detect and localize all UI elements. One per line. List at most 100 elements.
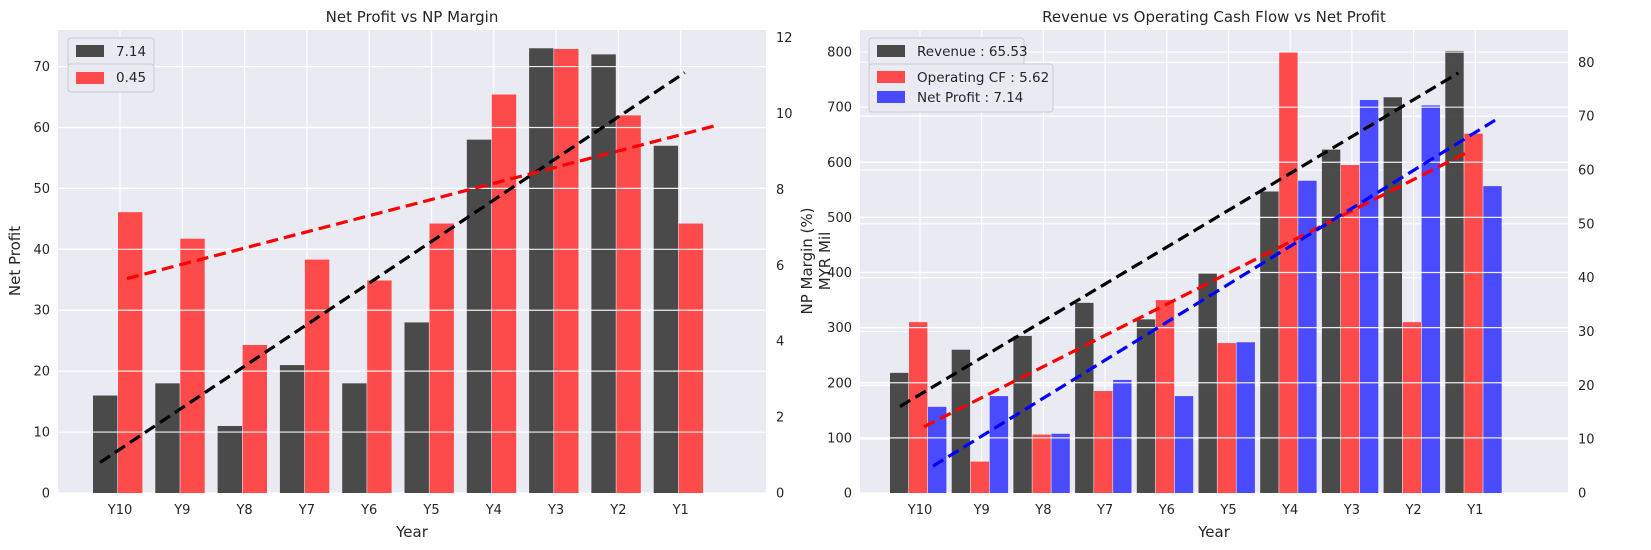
tick-labels: 0 100 200 300 400 500 600 700 800 0 10 20 30 40 50 60 70… [827, 46, 1594, 518]
y-tick-label: 400 [827, 266, 852, 281]
y-tick-label: 0 [844, 487, 852, 502]
y-right-tick-label: 0 [1578, 487, 1586, 502]
x-tick-label: Y5 [1219, 503, 1236, 518]
bar [1155, 300, 1175, 493]
legend: 7.14 0.45 [67, 37, 155, 93]
legend-label: 0.45 [116, 70, 146, 86]
x-tick-label: Y10 [107, 503, 132, 518]
bar [1340, 165, 1360, 493]
bar [1383, 97, 1402, 493]
x-tick-label: Y10 [907, 503, 932, 518]
bar [342, 383, 367, 493]
bar [890, 372, 909, 493]
x-tick-label: Y6 [1158, 503, 1175, 518]
bar [1359, 99, 1379, 493]
bar [367, 280, 392, 493]
legend-label: Operating CF : 5.62 [917, 70, 1049, 86]
bars [58, 48, 766, 494]
y-right-tick-label: 12 [776, 31, 793, 46]
bar [1051, 433, 1070, 493]
x-tick-label: Y5 [422, 503, 439, 518]
bar [1260, 191, 1279, 493]
bar [989, 396, 1009, 493]
legend-swatch [877, 71, 905, 83]
bar [1483, 186, 1502, 493]
bar [155, 383, 180, 493]
bar [491, 94, 517, 494]
x-tick-label: Y6 [360, 503, 377, 518]
bar [1298, 180, 1317, 493]
tick-labels: 0 10 20 30 40 50 60 70 0 2 4 6 8 10 12 Y10 Y9 Y8 Y7 Y6 Y5 Y4 Y… [33, 31, 792, 518]
y-tick-label: 70 [33, 60, 50, 75]
y-tick-label: 10 [33, 426, 50, 441]
bars [860, 50, 1568, 494]
legend-swatch [76, 45, 104, 57]
x-axis-label: Year [1197, 523, 1231, 541]
y-tick-label: 60 [33, 121, 50, 136]
y-right-tick-label: 2 [776, 411, 784, 426]
y-tick-label: 50 [33, 182, 50, 197]
legend-swatch [877, 45, 905, 57]
x-tick-label: Y7 [298, 503, 315, 518]
bar [1113, 379, 1132, 493]
chart-revenue-vs-ocf-vs-net-profit: 0 100 200 300 400 500 600 700 800 0 10 20 30 40 50 60 70… [816, 8, 1595, 541]
bar [118, 212, 143, 493]
y-right-tick-label: 50 [1578, 217, 1595, 232]
trend-line [126, 123, 720, 281]
y-tick-label: 600 [827, 156, 852, 171]
x-tick-label: Y4 [1281, 503, 1298, 518]
bar [1402, 322, 1421, 493]
bar [1321, 149, 1341, 493]
y-right-tick-label: 60 [1578, 163, 1595, 178]
bar [951, 349, 971, 493]
y-right-tick-label: 40 [1578, 271, 1595, 286]
x-tick-label: Y2 [1404, 503, 1421, 518]
y-axis-label: MYR Mil [816, 232, 834, 291]
y-right-tick-label: 0 [776, 487, 784, 502]
bar [304, 259, 330, 493]
y-tick-label: 200 [827, 376, 852, 391]
bar [970, 461, 990, 493]
trend-line [923, 150, 1469, 429]
y-tick-label: 40 [33, 243, 50, 258]
bar [1032, 434, 1051, 493]
x-tick-label: Y9 [173, 503, 190, 518]
bar [909, 322, 928, 493]
y-right-tick-label: 10 [1578, 433, 1595, 448]
trend-line [899, 71, 1460, 408]
bar [279, 365, 305, 493]
y-tick-label: 300 [827, 321, 852, 336]
y-right-tick-label: 80 [1578, 56, 1595, 71]
legend-box-2 [67, 63, 155, 93]
y-tick-label: 100 [827, 431, 852, 446]
bar [466, 139, 492, 493]
bar [429, 223, 454, 493]
bar [93, 395, 118, 493]
y-right-tick-label: 20 [1578, 379, 1595, 394]
bar [1136, 319, 1156, 493]
bar [1236, 342, 1255, 493]
bar [217, 425, 242, 493]
legend-label: Revenue : 65.53 [917, 44, 1028, 60]
bar [678, 223, 704, 493]
bar [1174, 396, 1194, 493]
bar [404, 322, 429, 493]
y-right-tick-label: 10 [776, 107, 793, 122]
chart-title: Revenue vs Operating Cash Flow vs Net Pr… [1042, 8, 1386, 26]
y-tick-label: 20 [33, 365, 50, 380]
legend-box-2 [868, 63, 1054, 113]
bar [653, 145, 679, 493]
legend-swatch [76, 72, 104, 84]
x-tick-label: Y8 [235, 503, 252, 518]
bar [1421, 105, 1440, 493]
bar [1075, 302, 1094, 493]
x-tick-label: Y3 [547, 503, 564, 518]
x-tick-label: Y9 [973, 503, 990, 518]
x-tick-label: Y1 [672, 503, 689, 518]
bar [529, 48, 554, 494]
x-tick-label: Y2 [609, 503, 626, 518]
y-right-tick-label: 30 [1578, 325, 1595, 340]
x-tick-label: Y3 [1343, 503, 1360, 518]
bar [554, 48, 579, 494]
